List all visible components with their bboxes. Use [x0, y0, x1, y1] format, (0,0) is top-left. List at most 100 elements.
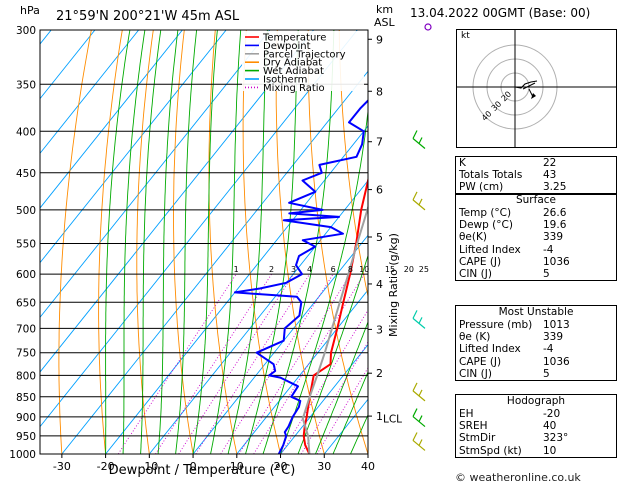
x-tick-label: 10 [230, 460, 244, 473]
wind-barb-flag [418, 317, 423, 324]
surface-row-value: 19.6 [543, 219, 567, 232]
wind-barb-flag [418, 415, 423, 422]
legend-entry: Wet Adiabat [263, 66, 324, 77]
most_unstable-row-value: 1013 [543, 319, 570, 331]
credit-text: © weatheronline.co.uk [455, 471, 581, 484]
mixing-ratio-line [238, 273, 351, 454]
hodograph_table-row-value: 40 [543, 420, 557, 433]
top-wind-marker [424, 23, 432, 31]
km-tick-label: 5 [376, 231, 383, 244]
mixing-ratio-label: 10 [359, 265, 369, 274]
indices-row: K 22 [456, 157, 616, 169]
legend-background [242, 31, 364, 91]
km-unit: km [376, 3, 393, 16]
wet-adiabat-line [332, 371, 368, 454]
most_unstable-row-label: CIN (J) [459, 367, 492, 380]
wet-adiabat-line [315, 320, 368, 454]
wind-barb-flag [418, 137, 423, 144]
km-tick-label: 8 [376, 85, 383, 98]
chart-series-layer [233, 99, 368, 454]
wet-adiabat-line [105, 30, 131, 454]
surface-row-value: 26.6 [543, 207, 567, 219]
x-tick-label: 20 [274, 460, 288, 473]
most-unstable-table: Most Unstable Pressure (mb) 1013 θe (K) 339… [455, 305, 617, 381]
mixing-ratio-line [155, 273, 272, 454]
asl-unit: ASL [374, 16, 396, 29]
indices-row-value: 43 [543, 169, 557, 182]
most-unstable-title: Most Unstable [498, 306, 574, 318]
indices-table: K 22 Totals Totals 43 PW (cm) 3.25 [455, 156, 617, 195]
surface-row-value: 339 [543, 231, 564, 244]
indices-row-label: Totals Totals [459, 169, 523, 182]
mixing-ratio-label: 25 [419, 265, 429, 274]
surface-row-label: CIN (J) [459, 267, 492, 280]
surface-row: CAPE (J) 1036 [456, 256, 616, 268]
wind-barb-flag [412, 432, 418, 441]
pressure-tick-label: 750 [16, 348, 36, 360]
mixing-ratio-line [253, 273, 365, 454]
hodograph-ring-label: 40 [480, 109, 494, 123]
surface-row: θe(K) 339 [456, 231, 616, 243]
surface-row-label: θe(K) [459, 231, 487, 244]
surface-row-value: 5 [543, 267, 550, 280]
mixing-ratio-label: 4 [307, 265, 312, 274]
most_unstable-row: Pressure (mb) 1013 [456, 319, 616, 331]
hodograph-unit: kt [461, 31, 470, 41]
most_unstable-row-label: Lifted Index [459, 343, 521, 356]
station-location: 21°59'N 200°21'W 45m ASL [56, 9, 240, 24]
most_unstable-row: CIN (J) 5 [456, 368, 616, 380]
legend-entry: Parcel Trajectory [263, 49, 346, 60]
km-tick-label: 6 [376, 184, 383, 197]
indices-row-value: 22 [543, 157, 557, 169]
mixing-ratio-label: 8 [348, 265, 353, 274]
pressure-tick-label: 450 [16, 168, 36, 180]
surface-row: Lifted Index -4 [456, 244, 616, 256]
mixing-ratio-axis-label: Mixing Ratio (g/kg) [387, 233, 400, 337]
legend-entry: Dry Adiabat [263, 58, 322, 69]
mixing-ratio-label: 1 [234, 265, 239, 274]
km-tick-label: 4 [376, 278, 383, 291]
pressure-tick-label: 800 [16, 370, 36, 382]
wet-adiabat-line [140, 30, 162, 454]
hodograph_table-row-value: -20 [543, 408, 561, 420]
hodograph_table-row: EH -20 [456, 408, 616, 420]
most_unstable-row: CAPE (J) 1036 [456, 356, 616, 368]
mixing-ratio-label: 20 [404, 265, 414, 274]
pressure-tick-label: 600 [16, 269, 36, 281]
hodograph-table: Hodograph EH -20 SREH 40 StmDir 323° StmSpd (k… [455, 394, 617, 458]
wind-barb-flag [412, 310, 418, 319]
surface-row-value: -4 [543, 243, 554, 256]
dry-adiabat-line [208, 30, 238, 454]
storm-motion-arrow [522, 82, 536, 90]
most_unstable-row-value: 339 [543, 331, 564, 344]
mixing-ratio-line [280, 309, 368, 454]
mixing-ratio-label: 15 [385, 265, 395, 274]
indices-row: Totals Totals 43 [456, 169, 616, 181]
hodograph_table-row: StmDir 323° [456, 432, 616, 444]
km-tick-label: 3 [376, 323, 383, 336]
plot-frame [39, 29, 369, 455]
hodograph_table-row: StmSpd (kt) 10 [456, 445, 616, 457]
wind-barb-flag [418, 439, 423, 446]
isotherm-line [192, 234, 368, 454]
surface-title: Surface [515, 194, 556, 206]
pressure-tick-label: 300 [16, 25, 36, 37]
wind-barb-flag [412, 408, 418, 417]
isotherm-line [40, 30, 140, 155]
hodograph-trace [514, 80, 538, 89]
mixing-ratio-label: 6 [331, 265, 336, 274]
most_unstable-row-label: θe (K) [459, 331, 491, 344]
dry-adiabat-line [338, 30, 368, 299]
most_unstable-row-value: 5 [543, 367, 550, 380]
surface-row-label: CAPE (J) [459, 255, 502, 268]
km-tick-label: 1 [376, 410, 383, 423]
wind-barb-flag [412, 191, 418, 201]
surface-row: Dewp (°C) 19.6 [456, 219, 616, 231]
temperature-line [302, 176, 368, 454]
x-tick-label: 40 [361, 460, 375, 473]
hodograph_table-row: SREH 40 [456, 420, 616, 432]
wet-adiabat-line [122, 30, 146, 454]
pressure-tick-label: 850 [16, 392, 36, 404]
most_unstable-row-value: -4 [543, 343, 554, 356]
